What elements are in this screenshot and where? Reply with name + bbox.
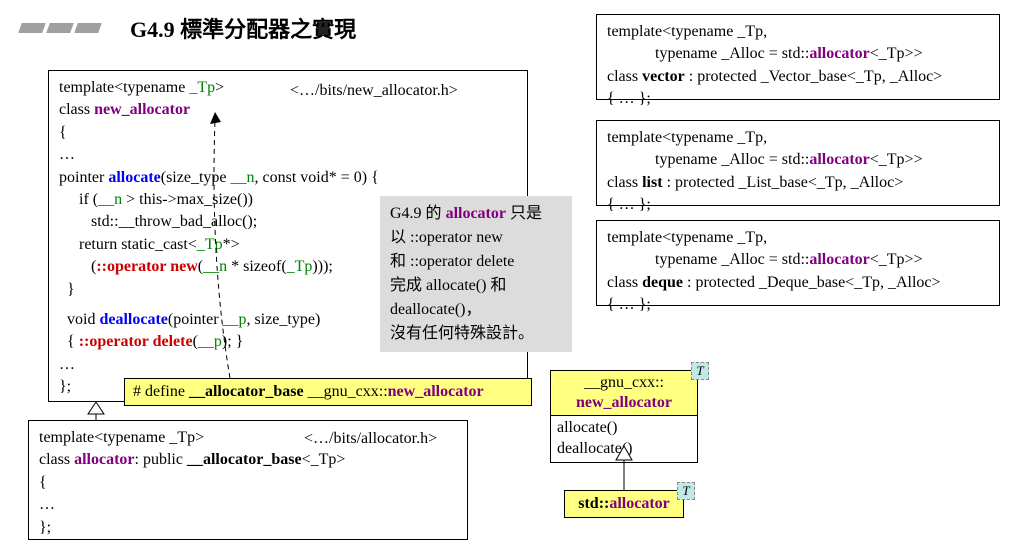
header-path-new: <…/bits/new_allocator.h> (290, 82, 458, 100)
txt: vector (642, 68, 685, 85)
txt: allocate() (557, 418, 691, 439)
txt: class (59, 101, 94, 118)
txt: … (39, 494, 457, 516)
txt: allocator (809, 151, 869, 168)
txt: 以 ::operator new (390, 226, 562, 250)
txt: *> (223, 236, 240, 253)
txt: allocate (108, 169, 160, 186)
txt: > (215, 79, 224, 96)
txt: class (607, 274, 642, 291)
txt: 和 ::operator delete (390, 250, 562, 274)
txt: : protected _List_base<_Tp, _Alloc> (663, 174, 904, 191)
txt: __n (203, 258, 227, 275)
txt: allocator (446, 205, 506, 222)
txt: G4.9 的 (390, 205, 446, 222)
txt: { … }; (607, 194, 989, 216)
txt: }; (39, 517, 457, 539)
txt: _Tp (287, 258, 313, 275)
txt: 只是 (506, 205, 542, 222)
txt: : public (135, 451, 187, 468)
note-box: G4.9 的 allocator 只是 以 ::operator new 和 :… (380, 196, 572, 352)
txt: , const void* = 0) { (255, 169, 379, 186)
txt: template<typename _Tp, (607, 227, 989, 249)
txt: allocator (809, 45, 869, 62)
txt: deallocate (99, 311, 167, 328)
txt: { (59, 333, 79, 350)
txt: # define (133, 383, 189, 400)
code-box-deque: template<typename _Tp, typename _Alloc =… (596, 220, 1000, 306)
txt: class (39, 451, 74, 468)
txt: list (642, 174, 662, 191)
code-box-vector: template<typename _Tp, typename _Alloc =… (596, 14, 1000, 100)
txt: return static_cast< (59, 236, 197, 253)
txt: { (39, 472, 457, 494)
txt: deque (642, 274, 683, 291)
txt: new_allocator (94, 101, 190, 118)
uml-class-new-allocator: __gnu_cxx:: new_allocator allocate() dea… (550, 370, 698, 463)
txt: allocator (609, 495, 669, 512)
txt: __gnu_cxx:: (304, 383, 388, 400)
txt: ); } (222, 333, 243, 350)
txt: 沒有任何特殊設計。 (390, 322, 562, 346)
txt: pointer (59, 169, 108, 186)
txt: <_Tp>> (870, 151, 923, 168)
define-bar: # define __allocator_base __gnu_cxx::new… (124, 378, 532, 406)
txt: __p (198, 333, 222, 350)
txt: new_allocator (388, 383, 484, 400)
txt: … (59, 144, 517, 166)
code-box-list: template<typename _Tp, typename _Alloc =… (596, 120, 1000, 206)
txt: ::operator delete (79, 333, 193, 350)
txt: __p (223, 311, 247, 328)
txt: <_Tp>> (870, 251, 923, 268)
txt: typename _Alloc = std:: (607, 151, 809, 168)
txt: ( (59, 258, 96, 275)
txt: : protected _Deque_base<_Tp, _Alloc> (683, 274, 941, 291)
txt: new_allocator (576, 394, 672, 411)
txt: (pointer (168, 311, 223, 328)
txt: : protected _Vector_base<_Tp, _Alloc> (685, 68, 943, 85)
txt: { … }; (607, 88, 989, 110)
template-badge: T (677, 482, 695, 500)
txt: 完成 allocate() 和 (390, 274, 562, 298)
txt: std:: (578, 495, 609, 512)
txt: allocator (74, 451, 134, 468)
txt: __n (231, 169, 255, 186)
page-title: G4.9 標準分配器之實現 (130, 12, 356, 44)
txt: class (607, 174, 642, 191)
decor-bars (20, 20, 104, 38)
txt: … (59, 354, 517, 376)
txt: { (59, 122, 517, 144)
txt: ::operator new (96, 258, 197, 275)
txt: <_Tp> (302, 451, 346, 468)
txt: , size_type) (247, 311, 321, 328)
txt: void (59, 311, 99, 328)
txt: * sizeof( (227, 258, 287, 275)
txt: __gnu_cxx:: (584, 374, 664, 391)
txt: _Tp (189, 79, 215, 96)
template-badge: T (691, 362, 709, 380)
txt: template<typename _Tp, (607, 127, 989, 149)
txt: { … }; (607, 294, 989, 316)
txt: if ( (59, 191, 98, 208)
uml-class-std-allocator: std::allocator (564, 490, 684, 518)
txt: __n (98, 191, 122, 208)
txt: typename _Alloc = std:: (607, 45, 809, 62)
txt: template<typename _Tp, (607, 21, 989, 43)
txt: allocator (809, 251, 869, 268)
header-path-alloc: <…/bits/allocator.h> (304, 430, 437, 448)
txt: deallocate()， (390, 298, 562, 322)
txt: __allocator_base (187, 451, 302, 468)
txt: (size_type (161, 169, 231, 186)
txt: deallocate() (557, 439, 691, 460)
txt: class (607, 68, 642, 85)
txt: <_Tp>> (870, 45, 923, 62)
txt: _Tp (197, 236, 223, 253)
txt: template<typename (59, 79, 189, 96)
txt: > this->max_size()) (122, 191, 253, 208)
txt: typename _Alloc = std:: (607, 251, 809, 268)
txt: ))); (312, 258, 332, 275)
txt: __allocator_base (189, 383, 304, 400)
